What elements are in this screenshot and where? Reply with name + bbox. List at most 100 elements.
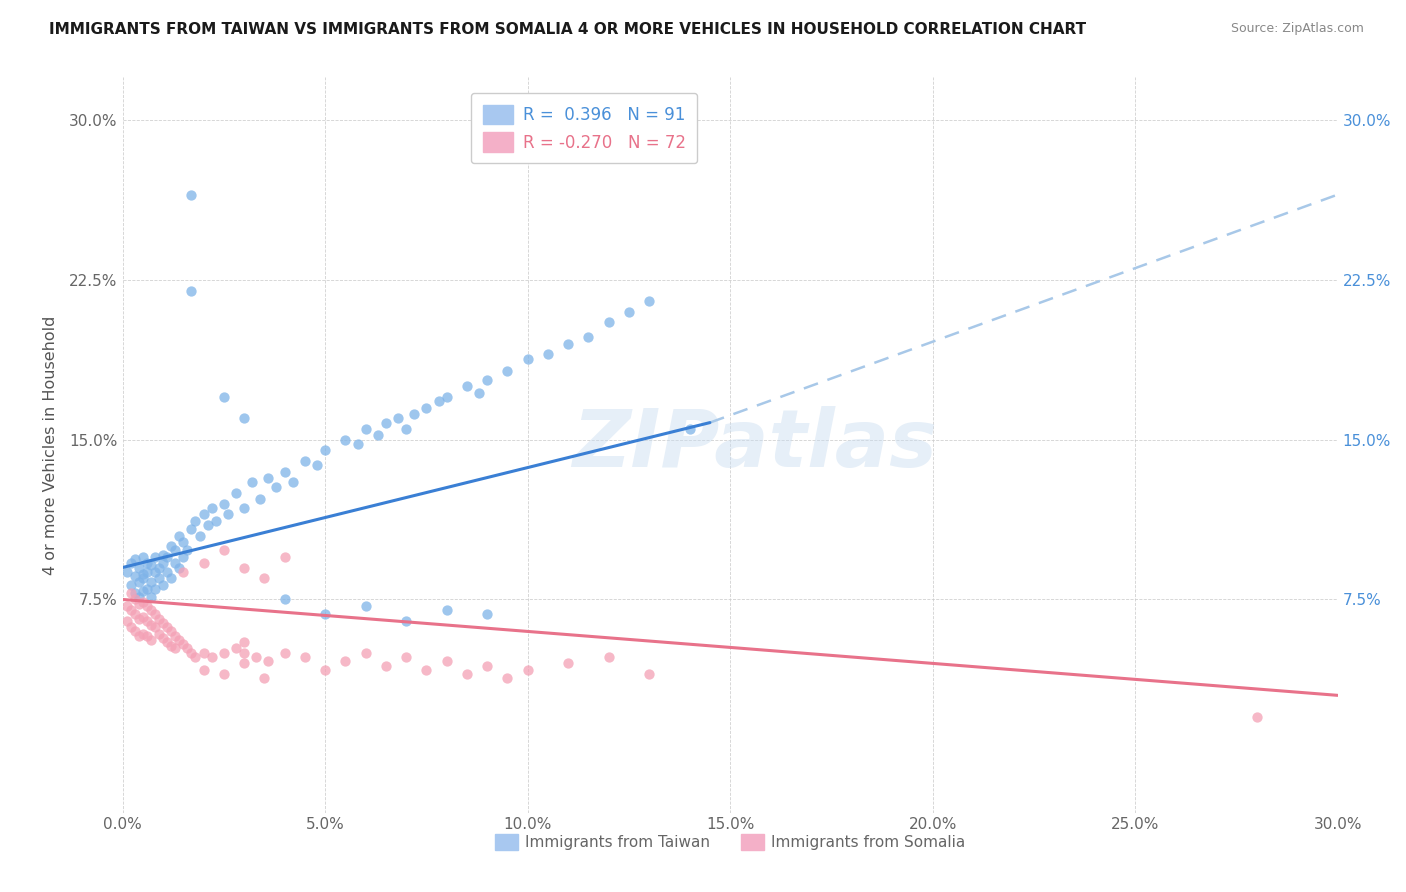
Point: [395, 422, 418, 436]
Point: [128, 629, 150, 643]
Point: [354, 646, 377, 660]
Point: [496, 364, 519, 378]
Point: [152, 577, 174, 591]
Point: [456, 379, 478, 393]
Point: [172, 637, 194, 651]
Point: [160, 571, 183, 585]
Point: [537, 347, 560, 361]
Point: [128, 591, 150, 605]
Point: [120, 586, 142, 600]
Point: [135, 565, 157, 579]
Point: [188, 528, 211, 542]
Point: [367, 428, 389, 442]
Point: [204, 514, 226, 528]
Point: [294, 650, 316, 665]
Point: [257, 654, 280, 668]
Point: [516, 663, 538, 677]
Point: [212, 543, 235, 558]
Point: [404, 407, 426, 421]
Point: [132, 626, 155, 640]
Point: [160, 539, 183, 553]
Point: [678, 422, 700, 436]
Text: IMMIGRANTS FROM TAIWAN VS IMMIGRANTS FROM SOMALIA 4 OR MORE VEHICLES IN HOUSEHOL: IMMIGRANTS FROM TAIWAN VS IMMIGRANTS FRO…: [49, 22, 1087, 37]
Point: [156, 620, 179, 634]
Point: [456, 667, 478, 681]
Point: [253, 571, 276, 585]
Point: [415, 401, 437, 415]
Point: [436, 390, 458, 404]
Point: [415, 663, 437, 677]
Point: [233, 500, 256, 515]
Point: [139, 591, 162, 605]
Point: [305, 458, 328, 473]
Point: [225, 641, 247, 656]
Point: [143, 582, 166, 596]
Point: [436, 654, 458, 668]
Point: [233, 411, 256, 425]
Point: [120, 577, 142, 591]
Point: [135, 556, 157, 570]
Point: [496, 671, 519, 685]
Point: [148, 560, 170, 574]
Point: [128, 560, 150, 574]
Point: [374, 416, 396, 430]
Point: [197, 517, 219, 532]
Point: [201, 650, 224, 665]
Point: [120, 556, 142, 570]
Point: [475, 658, 498, 673]
Point: [281, 475, 304, 490]
Point: [139, 603, 162, 617]
Point: [172, 549, 194, 564]
Point: [169, 560, 191, 574]
Point: [180, 646, 202, 660]
Point: [132, 566, 155, 581]
Point: [139, 575, 162, 590]
Point: [557, 657, 579, 671]
Point: [193, 507, 215, 521]
Point: [184, 514, 207, 528]
Point: [128, 575, 150, 590]
Point: [516, 351, 538, 366]
Point: [266, 479, 288, 493]
Point: [115, 614, 138, 628]
Point: [1246, 709, 1268, 723]
Point: [132, 609, 155, 624]
Point: [233, 657, 256, 671]
Point: [120, 620, 142, 634]
Point: [115, 565, 138, 579]
Point: [638, 667, 661, 681]
Point: [180, 522, 202, 536]
Point: [193, 663, 215, 677]
Point: [475, 607, 498, 622]
Point: [225, 486, 247, 500]
Point: [124, 586, 146, 600]
Point: [169, 528, 191, 542]
Point: [135, 582, 157, 596]
Point: [132, 549, 155, 564]
Point: [273, 549, 295, 564]
Point: [374, 658, 396, 673]
Point: [354, 599, 377, 613]
Point: [124, 624, 146, 639]
Point: [184, 650, 207, 665]
Point: [427, 394, 450, 409]
Point: [143, 607, 166, 622]
Point: [139, 558, 162, 573]
Point: [139, 632, 162, 647]
Point: [128, 612, 150, 626]
Point: [165, 641, 187, 656]
Point: [124, 552, 146, 566]
Point: [156, 635, 179, 649]
Point: [314, 607, 336, 622]
Point: [354, 422, 377, 436]
Point: [212, 390, 235, 404]
Point: [152, 556, 174, 570]
Point: [120, 603, 142, 617]
Point: [124, 607, 146, 622]
Point: [475, 373, 498, 387]
Point: [148, 571, 170, 585]
Point: [253, 671, 276, 685]
Point: [217, 507, 239, 521]
Point: [143, 549, 166, 564]
Point: [314, 443, 336, 458]
